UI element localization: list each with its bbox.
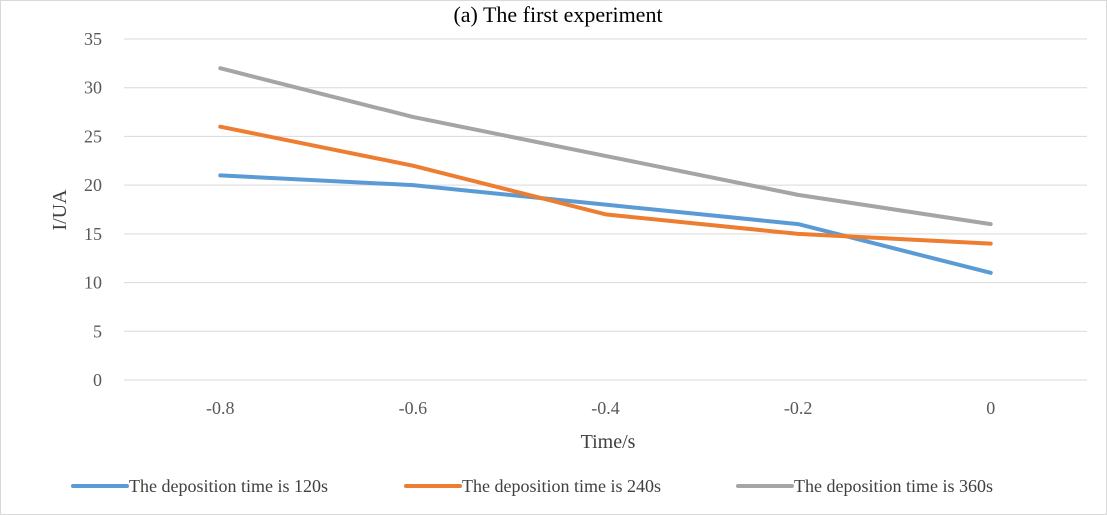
y-tick-label: 10 (84, 273, 102, 293)
x-tick-label: -0.6 (399, 398, 428, 418)
x-axis-title: Time/s (581, 431, 636, 453)
y-tick-label: 35 (84, 29, 102, 49)
series-lines (218, 66, 993, 275)
legend-label-1: The deposition time is 120s (129, 476, 328, 496)
x-tick-label: 0 (986, 398, 995, 418)
y-tick-label: 20 (84, 175, 102, 195)
y-axis-tick-labels: 0 5 10 15 20 25 30 35 (84, 29, 102, 390)
chart-title: (a) The first experiment (453, 2, 662, 27)
series-line-2 (218, 124, 993, 246)
x-tick-label: -0.4 (591, 398, 620, 418)
y-tick-label: 30 (84, 78, 102, 98)
legend: The deposition time is 120s The depositio… (71, 476, 993, 496)
series-line-3 (218, 66, 993, 227)
y-tick-label: 25 (84, 126, 102, 146)
y-tick-label: 0 (93, 370, 102, 390)
x-tick-label: -0.8 (206, 398, 235, 418)
y-tick-label: 15 (84, 224, 102, 244)
y-axis-title: I/UA (49, 189, 71, 231)
legend-label-2: The deposition time is 240s (462, 476, 661, 496)
gridlines (124, 38, 1087, 381)
legend-label-3: The deposition time is 360s (794, 476, 993, 496)
series-line-1 (218, 173, 993, 275)
y-tick-label: 5 (93, 321, 102, 341)
x-axis-tick-labels: -0.8 -0.6 -0.4 -0.2 0 (206, 398, 995, 418)
x-tick-label: -0.2 (784, 398, 813, 418)
